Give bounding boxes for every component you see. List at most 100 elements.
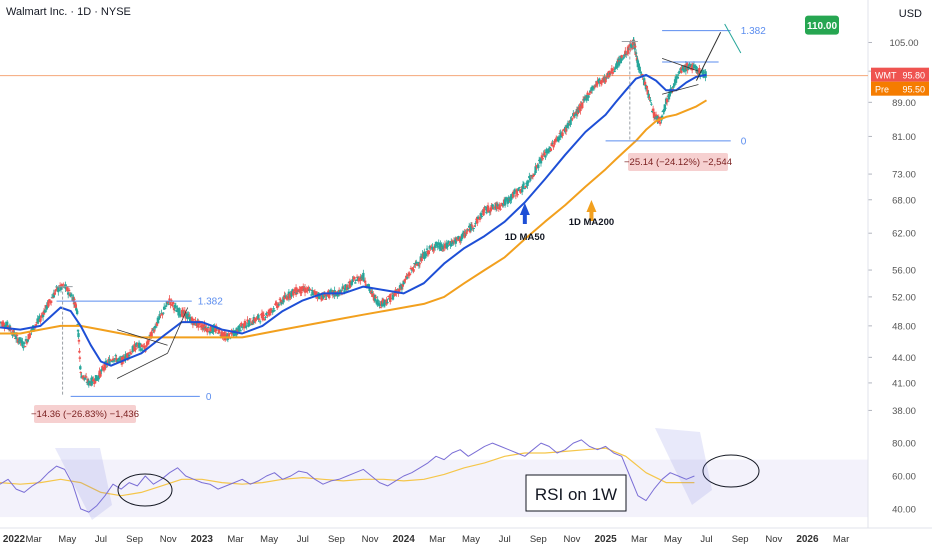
candle-body xyxy=(610,68,614,72)
y-tick-label: 41.00 xyxy=(892,378,916,389)
candle-body xyxy=(239,329,242,332)
candle-body xyxy=(529,177,532,181)
candle-body xyxy=(648,96,651,99)
candle-body xyxy=(157,317,160,320)
candle-body xyxy=(206,327,210,329)
candle-body xyxy=(479,213,483,216)
candle-body xyxy=(275,302,278,305)
candle-body xyxy=(431,246,434,250)
rsi-ma-line xyxy=(0,447,695,497)
candle-body xyxy=(531,175,535,178)
candle-body xyxy=(299,286,302,294)
candle-body xyxy=(643,81,647,86)
candle-body xyxy=(621,58,624,60)
candle-body xyxy=(62,284,65,286)
candle-body xyxy=(590,86,594,91)
candle-body xyxy=(532,173,536,177)
candle-body xyxy=(31,325,35,332)
rsi-label: RSI on 1W xyxy=(535,485,617,504)
candle-body xyxy=(231,333,234,335)
candle-body xyxy=(75,310,79,315)
fib-2022-bottom-label: 0 xyxy=(206,392,212,403)
candle-body xyxy=(171,304,174,307)
candle-body xyxy=(147,340,151,342)
candle-body xyxy=(154,326,158,328)
candle-body xyxy=(227,334,230,339)
candle-body xyxy=(158,314,161,319)
candle-body xyxy=(273,310,276,312)
candle-body xyxy=(513,189,517,193)
candle-body xyxy=(651,110,654,113)
candle-body xyxy=(54,289,57,292)
candle-body xyxy=(75,308,78,311)
candle-body xyxy=(362,272,365,280)
x-tick-label: Mar xyxy=(429,534,445,545)
candle-body xyxy=(433,245,437,248)
candle-body xyxy=(255,317,258,320)
candle-body xyxy=(323,293,326,297)
candle-body xyxy=(66,292,70,295)
candle-body xyxy=(60,284,64,287)
candle-body xyxy=(113,358,117,360)
x-tick-label: Mar xyxy=(631,534,647,545)
candle-body xyxy=(488,211,492,213)
candle-body xyxy=(622,57,625,59)
candle-body xyxy=(290,291,293,297)
projection-up-arrow xyxy=(695,32,722,81)
candle-body xyxy=(569,119,572,125)
candle-body xyxy=(264,316,267,318)
candle-body xyxy=(302,286,305,291)
candle-body xyxy=(698,67,701,74)
candle-body xyxy=(116,359,119,362)
candle-body xyxy=(493,207,496,209)
candle-body xyxy=(411,267,414,270)
candle-body xyxy=(337,293,340,297)
rsi-drop-zone-2022 xyxy=(55,448,112,520)
candle-body xyxy=(487,210,491,212)
candle-body xyxy=(635,57,639,61)
candle-body xyxy=(633,42,636,44)
x-tick-label: 2025 xyxy=(594,534,617,545)
candle-body xyxy=(131,346,134,352)
candle-body xyxy=(284,295,287,297)
candle-body xyxy=(201,324,204,330)
candle-body xyxy=(403,279,406,282)
candle-body xyxy=(623,55,626,57)
candle-body xyxy=(480,215,483,217)
currency-label: USD xyxy=(898,8,922,20)
y-tick-label: 73.00 xyxy=(892,170,916,181)
candle-body xyxy=(262,314,265,316)
x-tick-label: 2026 xyxy=(796,534,819,545)
candle-body xyxy=(415,263,419,266)
candle-body xyxy=(28,333,31,339)
candle-body xyxy=(217,327,221,334)
rsi-tick-label: 60.00 xyxy=(892,472,916,483)
candle-body xyxy=(215,326,218,332)
candle-body xyxy=(701,70,705,75)
candle-body xyxy=(232,332,236,336)
candle-body xyxy=(141,349,144,351)
candle-body xyxy=(573,114,577,116)
candle-body xyxy=(69,294,73,297)
candle-body xyxy=(271,310,274,313)
candle-body xyxy=(588,93,591,95)
candle-body xyxy=(104,360,108,363)
candle-body xyxy=(159,314,162,316)
candle-body xyxy=(486,205,490,212)
y-tick-label: 48.00 xyxy=(892,321,916,332)
candle-body xyxy=(165,301,169,304)
x-tick-label: Jul xyxy=(297,534,309,545)
candle-body xyxy=(153,329,156,332)
rsi-circle-2022 xyxy=(117,473,173,507)
candle-body xyxy=(88,381,91,384)
rsi-band xyxy=(0,459,868,518)
candle-body xyxy=(649,99,652,101)
candle-body xyxy=(526,182,529,186)
candle-body xyxy=(521,184,525,189)
rsi-circle-2025 xyxy=(702,454,760,488)
candle-body xyxy=(59,287,63,290)
ma200-label: 1D MA200 xyxy=(569,217,614,228)
candle-body xyxy=(401,284,405,287)
candle-body xyxy=(688,63,691,68)
